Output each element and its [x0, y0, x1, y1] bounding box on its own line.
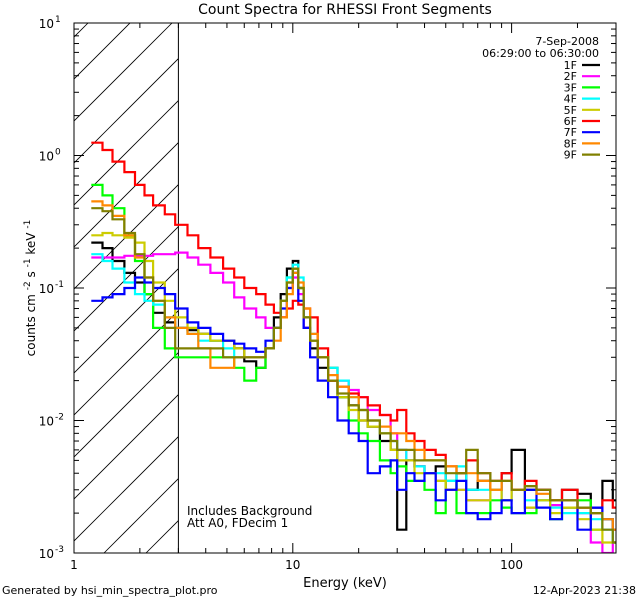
- x-tick-label: 1: [70, 558, 78, 572]
- series-group: [91, 141, 616, 553]
- hatch-line: [74, 142, 178, 248]
- timestamp-footer: 12-Apr-2023 21:38: [533, 584, 636, 597]
- y-tick-label: 10-2: [39, 413, 64, 429]
- y-tick-exponent: 0: [55, 148, 61, 158]
- series-5F: [91, 231, 616, 544]
- hatch-line: [74, 184, 178, 290]
- generated-by-footer: Generated by hsi_min_spectra_plot.pro: [2, 584, 218, 597]
- legend-label-8F: 8F: [564, 137, 577, 150]
- hatch-line: [74, 352, 178, 458]
- y-axis-label-kev: keV: [24, 232, 38, 255]
- y-tick-base: 10: [39, 17, 54, 31]
- legend-label-2F: 2F: [564, 70, 577, 83]
- x-tick-label: 100: [500, 558, 523, 572]
- hatch-line: [74, 23, 131, 80]
- legend-label-6F: 6F: [564, 115, 577, 128]
- y-tick-base: 10: [39, 415, 54, 429]
- y-tick-label: 101: [39, 15, 61, 31]
- y-tick-exponent: 1: [55, 15, 61, 25]
- series-9F: [91, 207, 616, 544]
- legend-date: 7-Sep-2008: [535, 35, 599, 48]
- legend-label-5F: 5F: [564, 104, 577, 117]
- hatch-line: [74, 436, 178, 542]
- annotation-attenuator: Att A0, FDecim 1: [187, 516, 288, 530]
- chart-title: Count Spectra for RHESSI Front Segments: [198, 2, 492, 18]
- hatch-line: [74, 394, 178, 500]
- y-tick-exponent: -3: [55, 545, 64, 555]
- x-axis-label: Energy (keV): [303, 576, 387, 591]
- legend-label-1F: 1F: [564, 59, 577, 72]
- legend-label-3F: 3F: [564, 81, 577, 94]
- y-axis-label-text: counts cm: [24, 294, 38, 356]
- legend-label-4F: 4F: [564, 93, 577, 106]
- y-axis-label-exp-kev: -1: [23, 220, 33, 229]
- y-tick-label: 10-1: [39, 280, 64, 296]
- y-axis-label-exp-cm: -2: [23, 281, 33, 290]
- attenuator-hatch-region: [0, 0, 178, 553]
- hatch-line: [0, 0, 116, 553]
- legend-time-range: 06:29:00 to 06:30:00: [482, 47, 599, 60]
- series-7F: [91, 271, 616, 531]
- hatch-line: [74, 226, 178, 332]
- y-tick-label: 100: [39, 148, 61, 164]
- y-tick-base: 10: [39, 150, 54, 164]
- y-axis-label-exp-s: -1: [23, 258, 33, 267]
- x-tick-label: 10: [285, 558, 300, 572]
- legend-label-7F: 7F: [564, 126, 577, 139]
- annotation-background: Includes Background: [187, 504, 312, 518]
- y-tick-base: 10: [39, 547, 54, 561]
- y-axis-label-s: s: [24, 271, 38, 277]
- hatch-line: [103, 478, 178, 553]
- y-axis-label: counts cm -2 s -1 keV -1: [19, 220, 38, 357]
- y-tick-exponent: -1: [55, 280, 64, 290]
- y-tick-exponent: -2: [55, 413, 64, 423]
- series-8F: [91, 200, 616, 531]
- hatch-line: [74, 23, 173, 122]
- y-tick-base: 10: [39, 282, 54, 296]
- legend-label-9F: 9F: [564, 149, 577, 162]
- y-tick-label: 10-3: [39, 545, 64, 561]
- hatch-line: [74, 100, 178, 206]
- x-axis: 1 10 100: [70, 23, 617, 572]
